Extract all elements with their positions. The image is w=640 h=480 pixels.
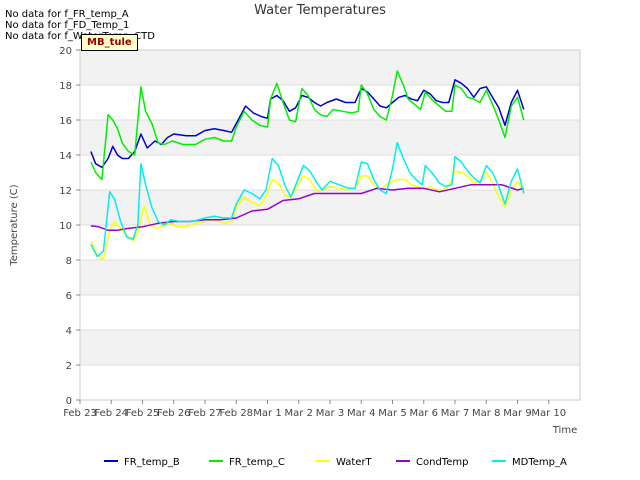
x-tick-label: Feb 26 — [157, 408, 191, 419]
x-tick-label: Mar 9 — [503, 408, 531, 419]
y-tick-label: 14 — [59, 151, 72, 162]
series-line-FR_temp_B — [90, 79, 525, 169]
x-tick-label: Mar 10 — [531, 408, 566, 419]
no-data-note-1: No data for f_FR_temp_A — [5, 9, 129, 20]
x-tick-label: Feb 28 — [219, 408, 253, 419]
x-axis-title: Time — [552, 425, 577, 436]
band — [80, 85, 580, 120]
y-tick-label: 16 — [59, 116, 72, 127]
chart-title: Water Temperatures — [254, 3, 386, 18]
x-tick-label: Mar 8 — [472, 408, 500, 419]
band — [80, 330, 580, 365]
legend: FR_temp_B FR_temp_C WaterT CondTemp MDTemp_A — [104, 457, 567, 468]
y-tick-label: 8 — [66, 256, 72, 267]
no-data-note-3: No data for f_WaterTemp_CTD — [5, 31, 155, 42]
series-line-WaterT — [90, 170, 525, 261]
y-tick-label: 2 — [66, 361, 72, 372]
y-axis: 0 2 4 6 8 10 12 14 16 18 20 — [59, 46, 80, 407]
x-tick-label: Mar 4 — [347, 408, 375, 419]
site-tag: MB_tule — [81, 34, 138, 51]
band — [80, 120, 580, 155]
y-tick-label: 6 — [66, 291, 72, 302]
no-data-note-2: No data for f_FD_Temp_1 — [5, 20, 130, 31]
x-tick-label: Mar 5 — [378, 408, 406, 419]
y-tick-label: 18 — [59, 81, 72, 92]
band — [80, 295, 580, 330]
x-tick-label: Mar 1 — [253, 408, 281, 419]
x-tick-label: Feb 27 — [188, 408, 222, 419]
x-tick-label: Feb 25 — [126, 408, 160, 419]
y-tick-label: 20 — [59, 46, 72, 57]
legend-label-MDTemp_A: MDTemp_A — [512, 457, 567, 468]
x-tick-label: Mar 2 — [285, 408, 313, 419]
band — [80, 50, 580, 85]
x-tick-label: Feb 24 — [94, 408, 128, 419]
x-tick-label: Feb 23 — [63, 408, 97, 419]
x-tick-label: Mar 3 — [316, 408, 344, 419]
legend-label-CondTemp: CondTemp — [416, 457, 468, 468]
x-tick-label: Mar 6 — [410, 408, 438, 419]
series-lines — [90, 70, 525, 261]
y-tick-label: 10 — [59, 221, 72, 232]
y-tick-label: 12 — [59, 186, 72, 197]
band — [80, 190, 580, 225]
y-axis-title: Temperature (C) — [9, 184, 20, 266]
background-bands — [80, 50, 580, 400]
band — [80, 260, 580, 295]
series-line-FR_temp_C — [90, 70, 525, 181]
y-tick-label: 4 — [66, 326, 72, 337]
band — [80, 225, 580, 260]
series-line-MDTemp_A — [90, 142, 525, 258]
y-tick-label: 0 — [66, 396, 72, 407]
series-line-CondTemp — [90, 184, 524, 232]
legend-label-WaterT: WaterT — [336, 457, 373, 468]
band — [80, 365, 580, 400]
band — [80, 155, 580, 190]
legend-label-FR_temp_B: FR_temp_B — [124, 457, 180, 468]
x-tick-label: Mar 7 — [441, 408, 469, 419]
legend-label-FR_temp_C: FR_temp_C — [229, 457, 285, 468]
